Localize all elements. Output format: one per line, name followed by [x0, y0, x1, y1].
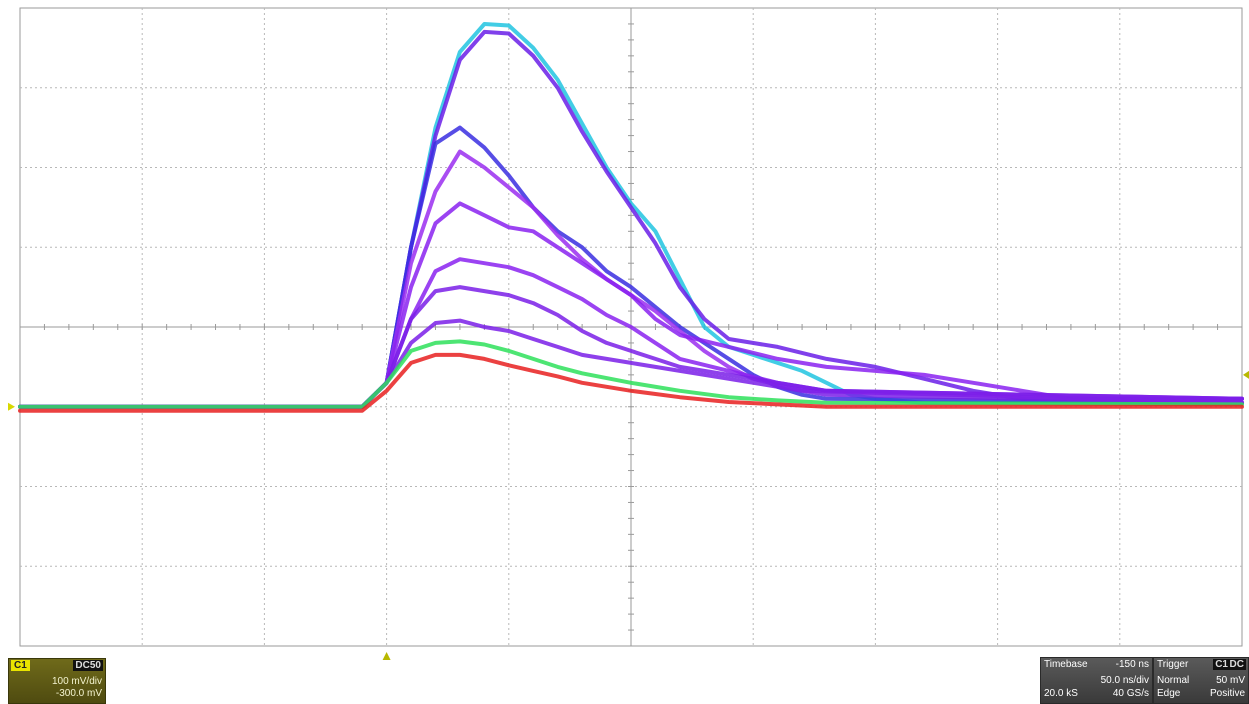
- timebase-time-per-div: 50.0 ns/div: [1100, 675, 1149, 686]
- channel-ground-marker: [8, 402, 15, 411]
- trigger-mode: Normal: [1157, 675, 1190, 686]
- waveform-trace-10: [18, 352, 1244, 413]
- channel-volts-per-div: 100 mV/div: [51, 676, 102, 687]
- channel-id-badge: C1: [11, 660, 30, 671]
- waveform-trace-8: [18, 318, 1244, 409]
- timebase-descriptor[interactable]: Timebase -150 ns 50.0 ns/div 20.0 kS 40 …: [1040, 657, 1153, 704]
- waveform-trace-4: [18, 149, 1244, 409]
- trigger-type: Edge: [1157, 688, 1181, 699]
- timebase-sample-rate: 40 GS/s: [1112, 688, 1149, 699]
- timebase-title: Timebase: [1044, 659, 1088, 670]
- trigger-coupling-badge: DC: [1227, 659, 1246, 670]
- trigger-time-marker: [382, 652, 391, 660]
- waveform-trace-7: [18, 285, 1244, 409]
- trigger-level: 50 mV: [1216, 675, 1245, 686]
- trigger-level-marker: [1243, 370, 1249, 379]
- waveform-trace-9: [18, 339, 1244, 409]
- trigger-descriptor[interactable]: Trigger C1 DC Normal 50 mV Edge Positive: [1153, 657, 1249, 704]
- trigger-source-badge: C1: [1213, 659, 1230, 670]
- timebase-samples: 20.0 kS: [1044, 688, 1078, 699]
- channel-offset: -300.0 mV: [55, 688, 102, 699]
- trigger-slope: Positive: [1209, 688, 1245, 699]
- timebase-delay: -150 ns: [1115, 659, 1149, 670]
- channel-coupling-badge: DC50: [73, 660, 103, 671]
- waveform-trace-5: [18, 201, 1244, 409]
- trigger-title: Trigger: [1157, 659, 1189, 670]
- channel-descriptor-c1[interactable]: C1 DC50 100 mV/div -300.0 mV: [8, 658, 106, 704]
- waveform-trace-1: [18, 22, 1244, 409]
